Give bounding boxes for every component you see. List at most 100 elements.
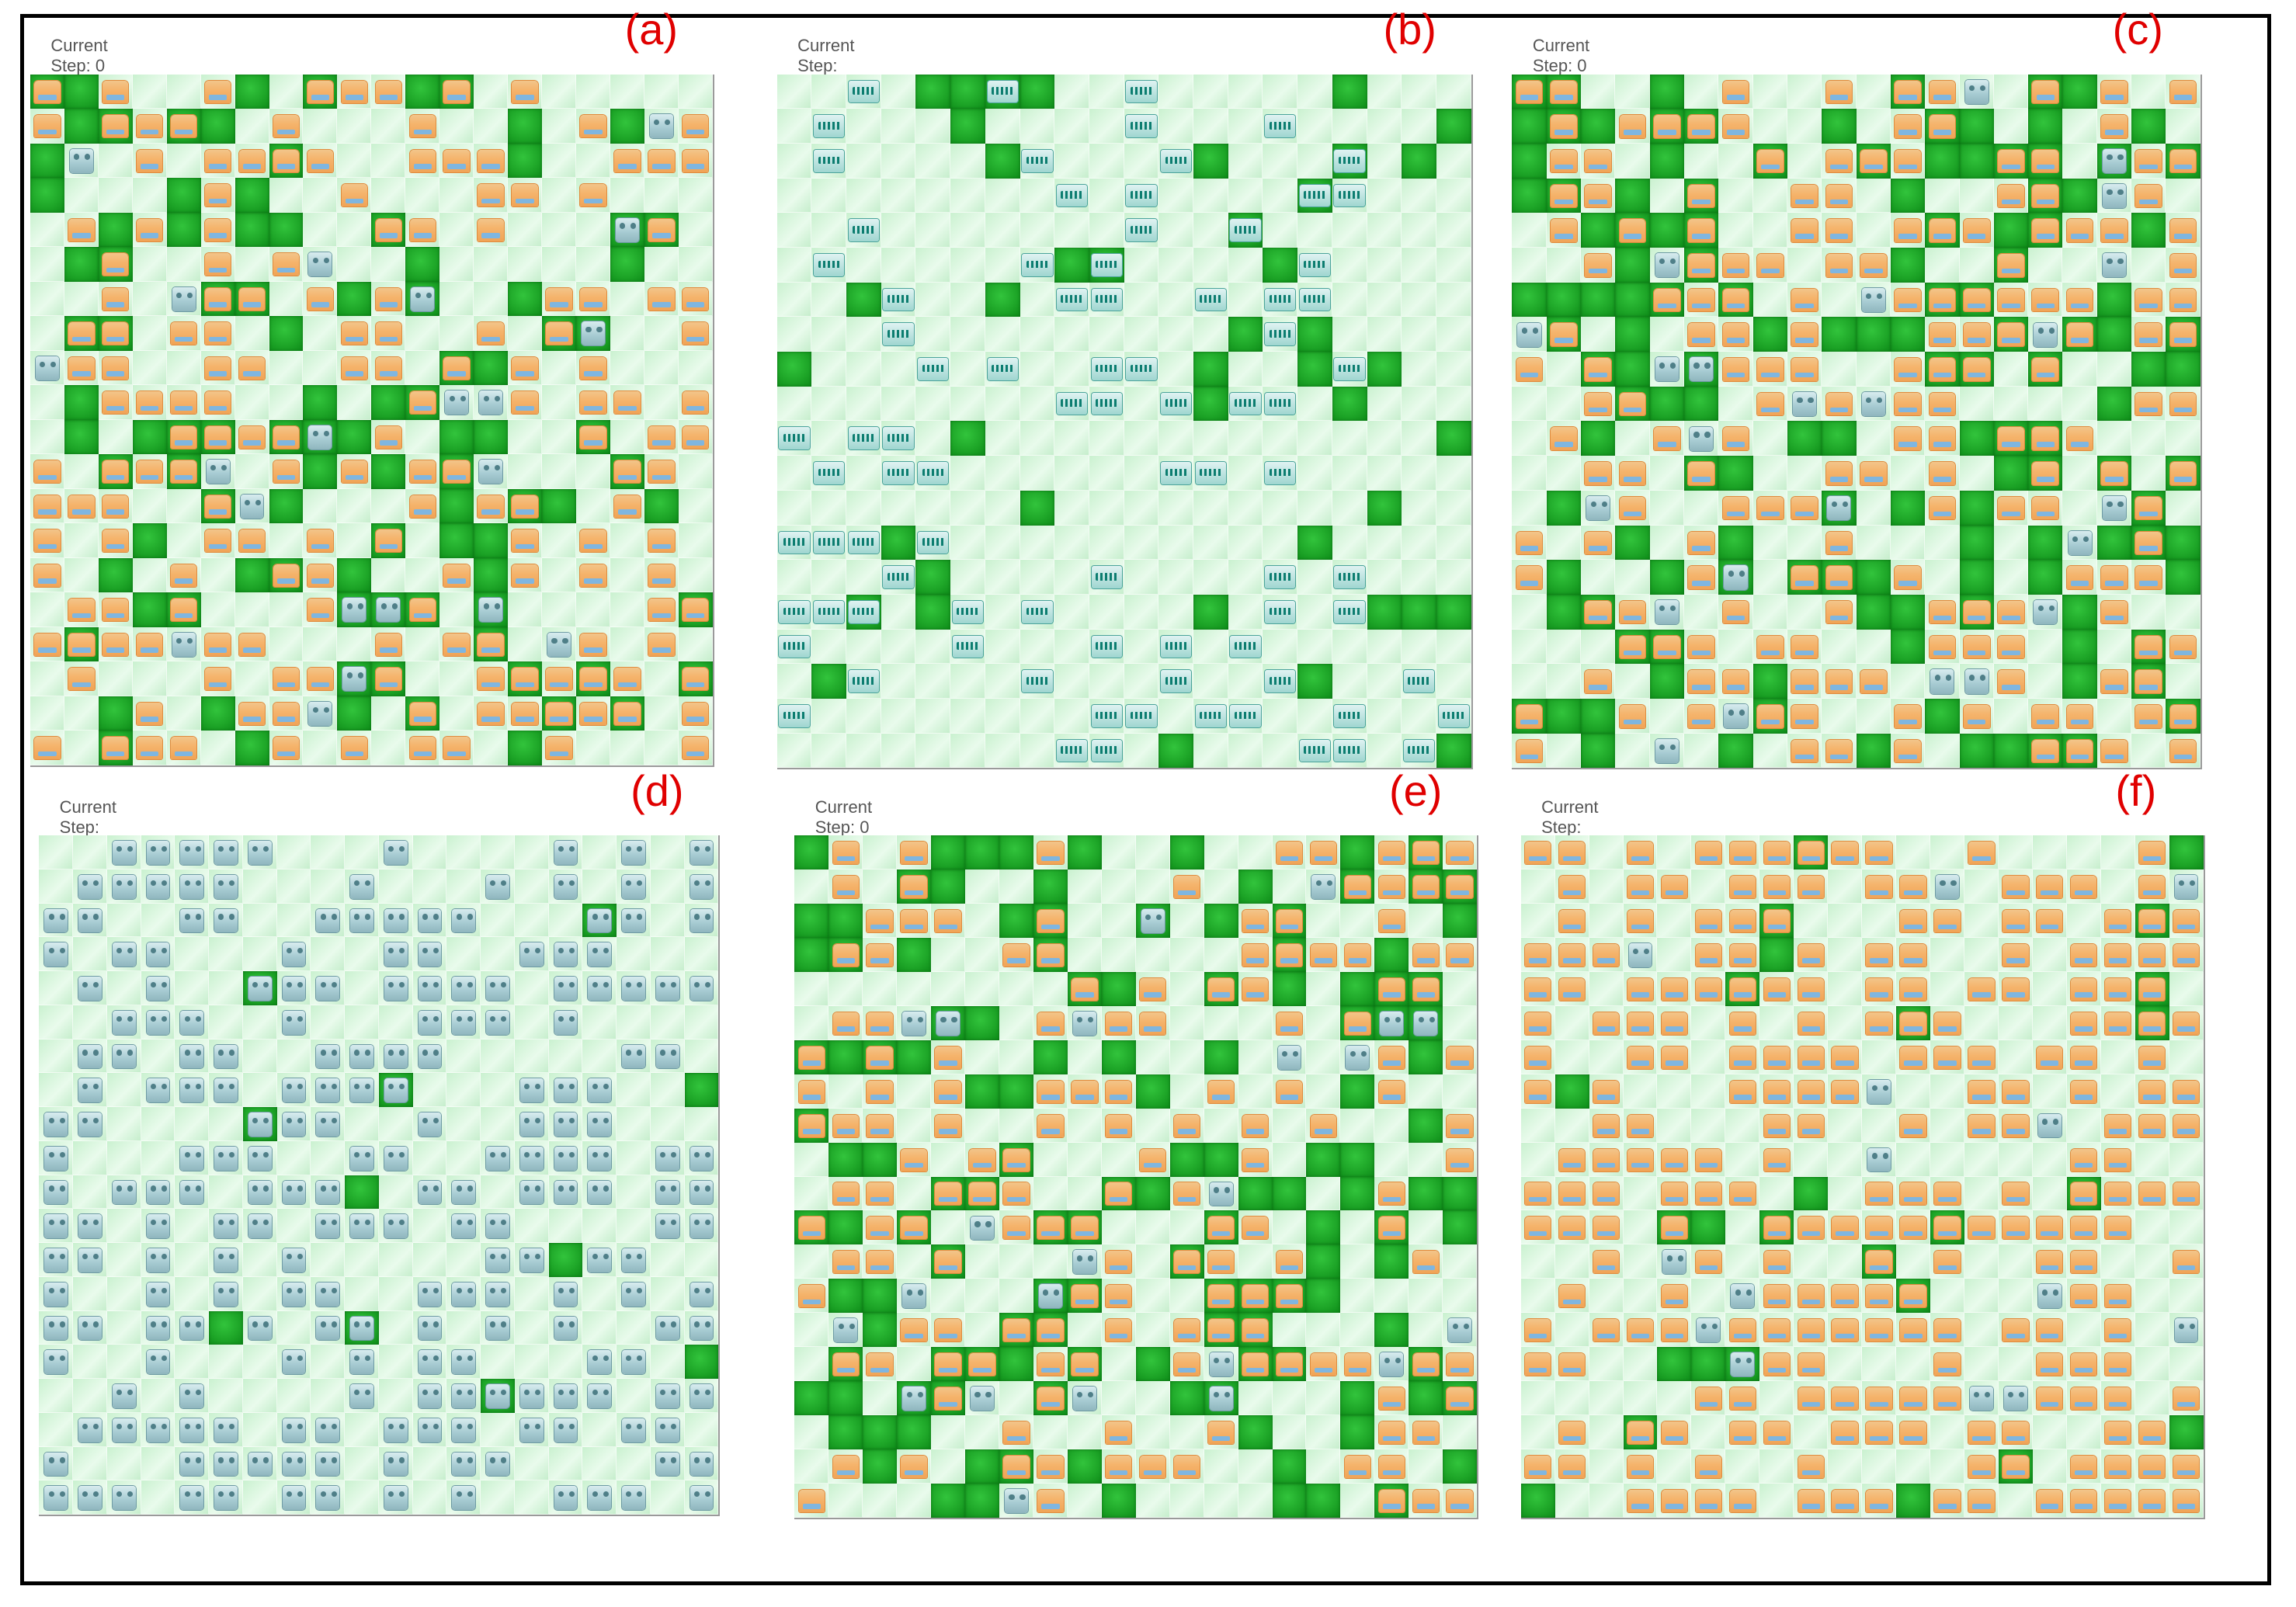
tree-tile-icon bbox=[1443, 869, 1478, 904]
wolf-icon bbox=[308, 425, 332, 449]
grid-cell bbox=[1124, 178, 1159, 213]
grid-cell bbox=[897, 1484, 932, 1518]
grid-cell bbox=[1263, 525, 1298, 561]
wolf-icon bbox=[248, 1452, 272, 1477]
grid-cell bbox=[1725, 1244, 1760, 1279]
tree-tile-icon bbox=[1822, 317, 1857, 352]
grid-cell bbox=[2169, 1074, 2204, 1109]
tree-tile-icon bbox=[1204, 1381, 1238, 1416]
grid-cell bbox=[1554, 1415, 1589, 1450]
sheep-icon bbox=[1412, 1421, 1439, 1445]
sheep-icon bbox=[1585, 184, 1612, 208]
grid-cell bbox=[1862, 1449, 1897, 1484]
grid-cell bbox=[965, 937, 999, 972]
grid-cell bbox=[1124, 594, 1159, 630]
sheep-icon bbox=[1798, 943, 1824, 967]
grid-cell bbox=[481, 1276, 515, 1311]
grid-cell bbox=[1959, 317, 1994, 352]
tree-tile-icon bbox=[2096, 317, 2132, 352]
grid-cell bbox=[474, 212, 509, 248]
sheep-icon bbox=[1447, 1353, 1473, 1376]
sheep-icon bbox=[1998, 254, 2024, 277]
tree-tile-icon bbox=[1890, 74, 1926, 109]
tree-tile-icon bbox=[1718, 525, 1753, 561]
sheep-icon bbox=[1558, 842, 1586, 865]
grid-cell bbox=[1623, 1313, 1658, 1348]
grid-cell bbox=[1169, 971, 1204, 1006]
grid-cell bbox=[303, 523, 338, 558]
tree-tile-icon bbox=[1752, 143, 1787, 179]
grid-cell bbox=[1272, 1040, 1307, 1074]
grid-cell bbox=[644, 592, 679, 627]
grid-cell bbox=[931, 1210, 966, 1245]
grid-cell bbox=[446, 1209, 481, 1244]
grid-cell bbox=[1890, 525, 1926, 561]
tree-tile-icon bbox=[794, 1040, 829, 1074]
sheep-icon bbox=[1791, 705, 1818, 728]
grid-cell bbox=[1436, 386, 1471, 422]
wolf-icon bbox=[44, 1350, 68, 1375]
tree-tile-icon bbox=[1649, 282, 1684, 318]
tree-tile-icon bbox=[1925, 282, 1960, 318]
tree-tile-icon bbox=[1615, 317, 1650, 352]
wolf-icon bbox=[814, 600, 845, 623]
grid-cell bbox=[2096, 178, 2132, 213]
tree-tile-icon bbox=[1959, 352, 1994, 387]
grid-cell bbox=[897, 1142, 932, 1177]
grid-cell bbox=[1856, 525, 1891, 561]
grid-cell bbox=[514, 835, 549, 869]
sheep-icon bbox=[1661, 1421, 1688, 1445]
grid-cell bbox=[1272, 1108, 1307, 1143]
wolf-icon bbox=[180, 1180, 203, 1205]
grid-cell bbox=[337, 74, 372, 109]
tree-tile-icon bbox=[1890, 247, 1926, 283]
sheep-icon bbox=[1825, 149, 1853, 173]
grid-cell bbox=[1124, 213, 1159, 248]
step-label: Current Step: 0 bbox=[50, 36, 108, 76]
grid-cell bbox=[1623, 1347, 1658, 1382]
grid-cell bbox=[508, 523, 543, 558]
grid-cell bbox=[999, 1210, 1033, 1245]
grid-cell bbox=[1828, 1244, 1863, 1279]
sheep-icon bbox=[1447, 1148, 1473, 1171]
grid-cell bbox=[1725, 1108, 1760, 1143]
grid-cell bbox=[1623, 1244, 1658, 1279]
wolf-icon bbox=[779, 427, 810, 450]
sheep-icon bbox=[1106, 1319, 1132, 1342]
sheep-icon bbox=[1661, 876, 1688, 898]
wolf-icon bbox=[1195, 288, 1227, 311]
sheep-icon bbox=[1627, 1046, 1654, 1069]
grid-cell bbox=[1089, 178, 1124, 213]
grid-cell bbox=[269, 385, 304, 420]
grid-cell bbox=[1930, 1005, 1964, 1040]
tree-tile-icon bbox=[345, 1175, 379, 1210]
grid-cell bbox=[166, 316, 201, 351]
tree-tile-icon bbox=[1993, 733, 2029, 769]
grid-cell bbox=[1683, 664, 1719, 699]
grid-cell bbox=[200, 247, 235, 282]
sheep-icon bbox=[1968, 977, 1995, 1001]
grid-cell bbox=[1964, 1484, 1999, 1518]
wolf-icon bbox=[2034, 322, 2058, 347]
sheep-icon bbox=[1895, 115, 1921, 138]
grid-cell bbox=[446, 869, 481, 904]
grid-cell bbox=[2066, 1074, 2101, 1109]
grid-cell bbox=[1998, 1244, 2033, 1279]
grid-cell bbox=[1124, 247, 1159, 283]
grid-cell bbox=[794, 1244, 829, 1279]
grid-cell bbox=[1683, 74, 1719, 109]
tree-tile-icon bbox=[2134, 971, 2169, 1006]
tree-tile-icon bbox=[828, 904, 863, 938]
grid-cell bbox=[684, 971, 719, 1005]
sheep-icon bbox=[2037, 1387, 2063, 1411]
grid-cell bbox=[1512, 664, 1547, 699]
grid-cell bbox=[1332, 525, 1367, 561]
sheep-icon bbox=[832, 943, 859, 967]
grid-cell bbox=[1725, 835, 1760, 870]
grid-cell bbox=[1238, 1142, 1273, 1177]
sheep-icon bbox=[1934, 1251, 1961, 1274]
grid-cell bbox=[141, 835, 175, 869]
wolf-icon bbox=[918, 462, 949, 484]
grid-cell bbox=[337, 109, 372, 144]
sheep-icon bbox=[1447, 1046, 1473, 1069]
